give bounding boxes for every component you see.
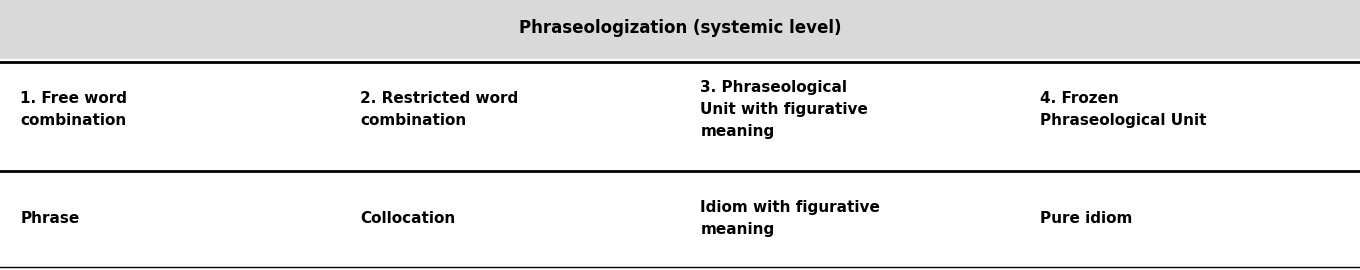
Text: Idiom with figurative
meaning: Idiom with figurative meaning (700, 200, 880, 237)
Text: Pure idiom: Pure idiom (1040, 211, 1133, 226)
Text: 3. Phraseological
Unit with figurative
meaning: 3. Phraseological Unit with figurative m… (700, 80, 868, 139)
Text: Collocation: Collocation (360, 211, 456, 226)
Text: 4. Frozen
Phraseological Unit: 4. Frozen Phraseological Unit (1040, 91, 1206, 128)
Text: 2. Restricted word
combination: 2. Restricted word combination (360, 91, 518, 128)
Bar (0, 0, 1360, 59)
Text: Phrase: Phrase (20, 211, 80, 226)
Text: Phraseologization (systemic level): Phraseologization (systemic level) (518, 19, 842, 37)
Text: 1. Free word
combination: 1. Free word combination (20, 91, 128, 128)
